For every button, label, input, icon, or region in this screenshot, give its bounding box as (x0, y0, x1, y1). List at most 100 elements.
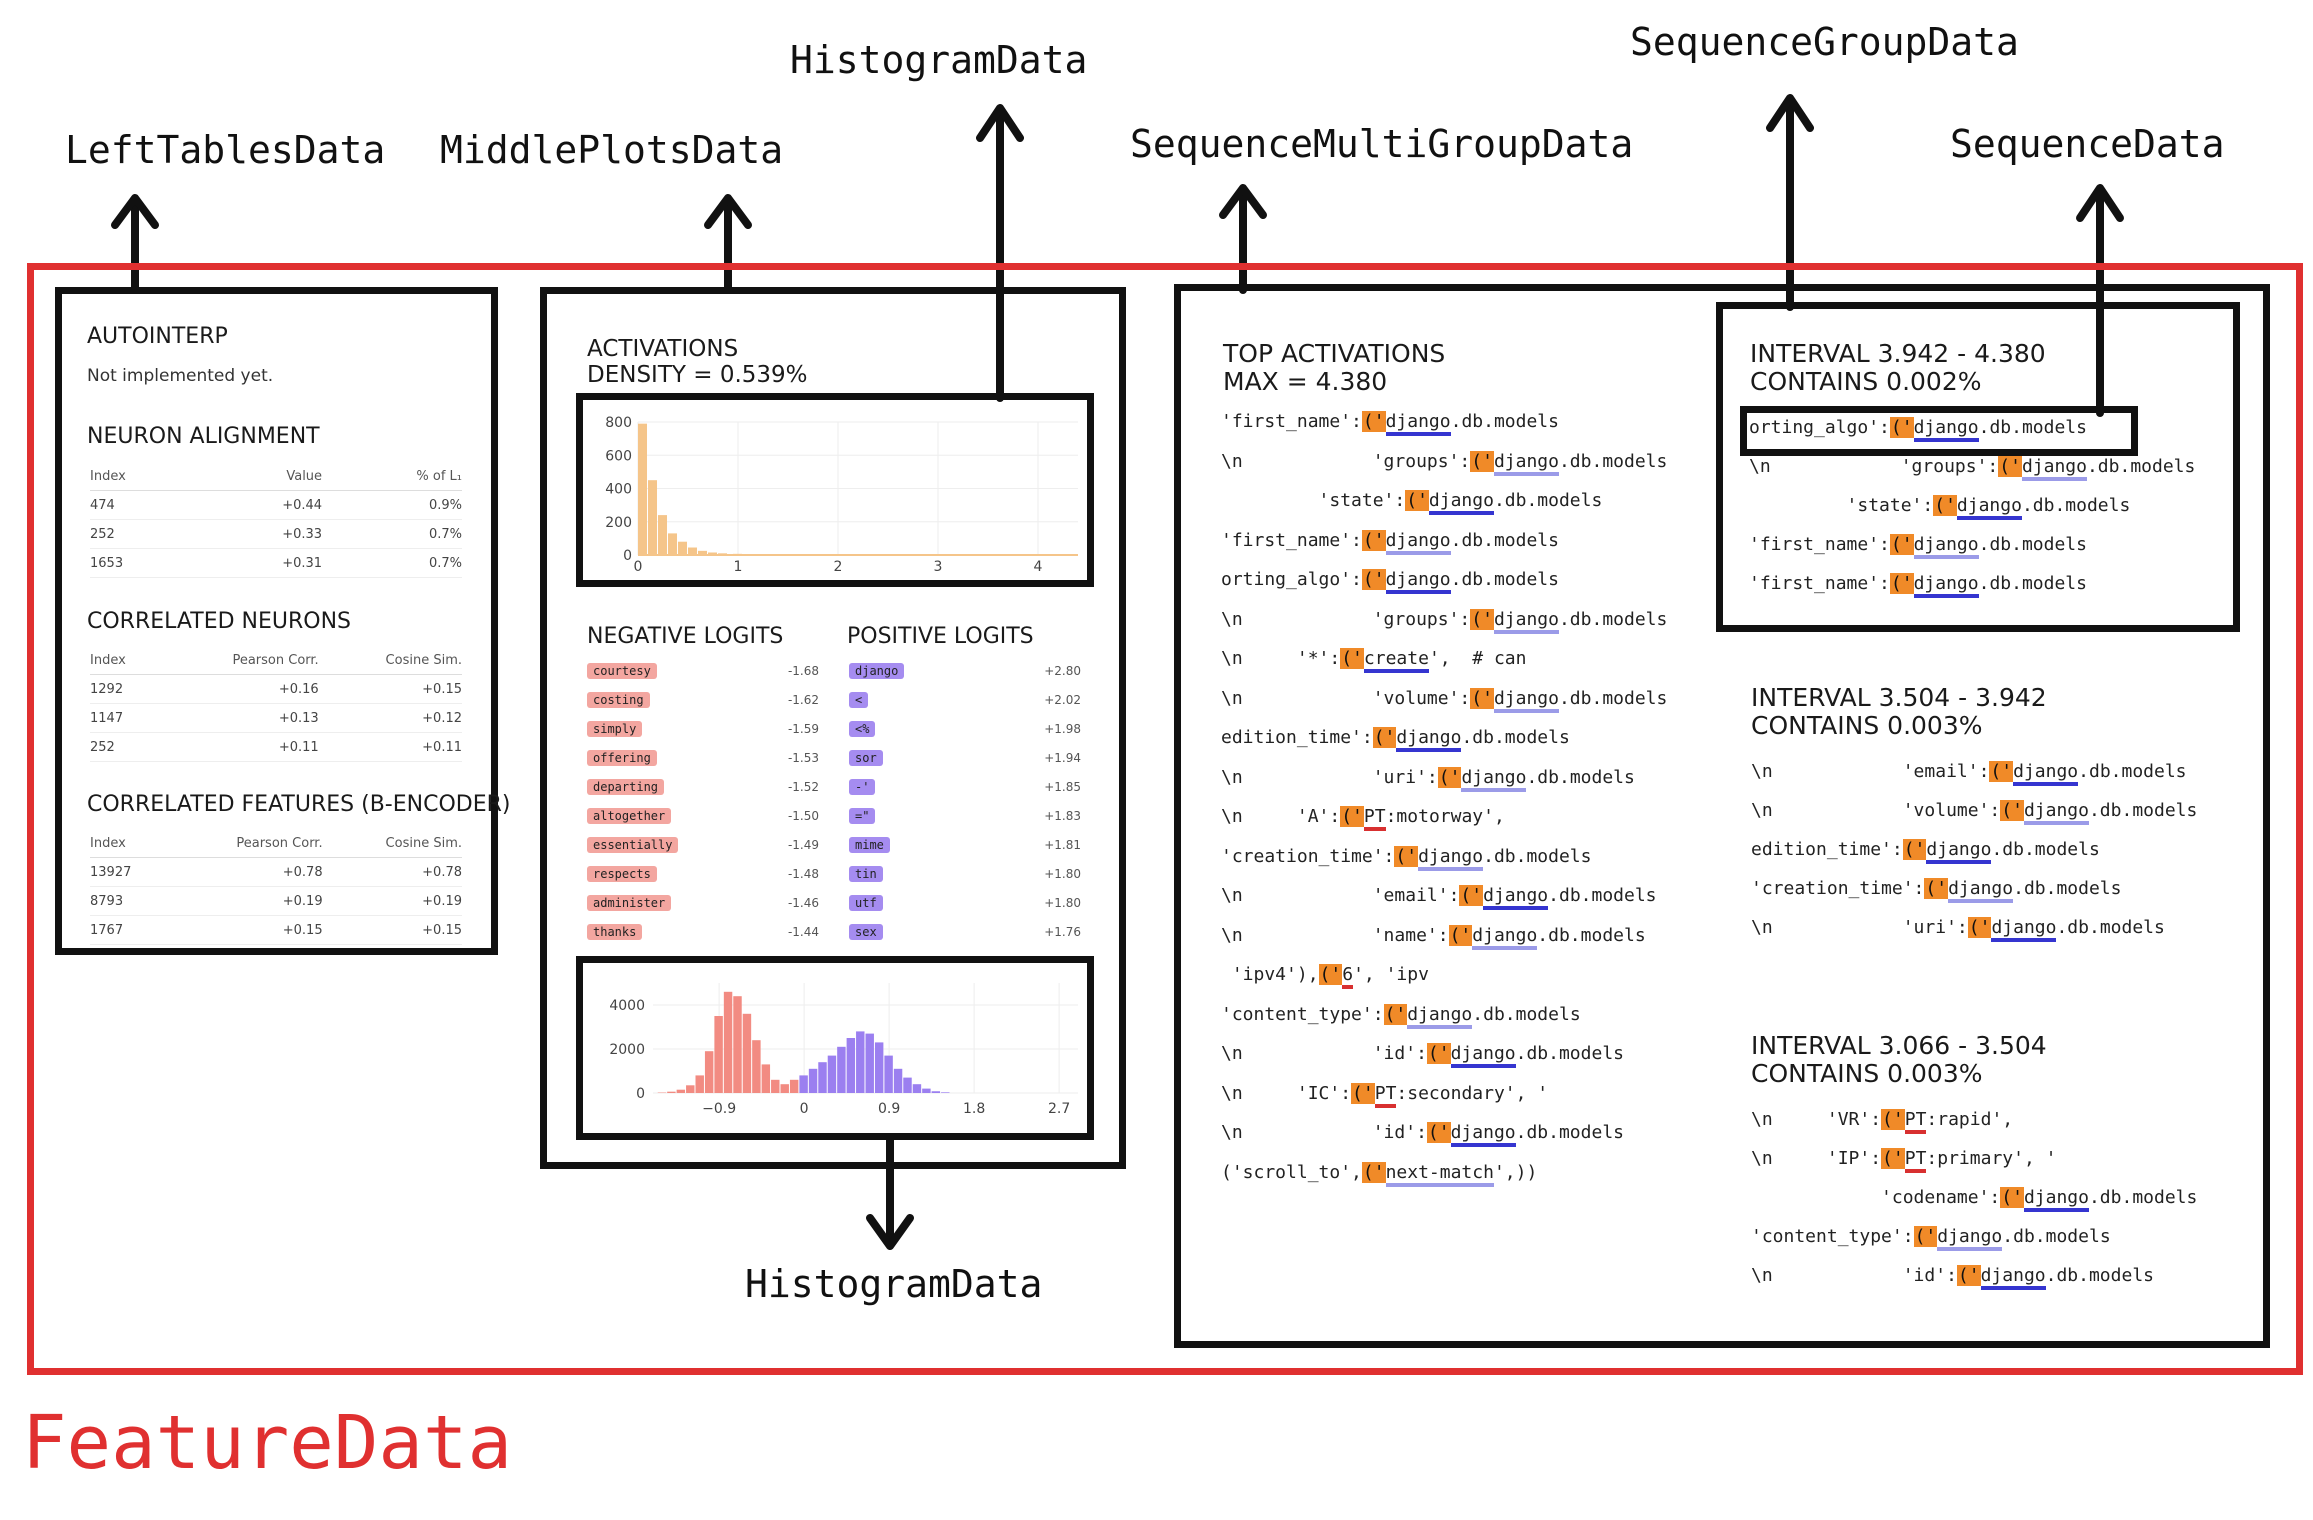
sequence-multi-group-box: TOP ACTIVATIONS MAX = 4.380 'first_name'… (1174, 284, 2270, 1348)
sequence-line: edition_time':('django.db.models (1221, 727, 1570, 752)
activation-token: (' (1470, 687, 1494, 709)
sequence-line: 'content_type':('django.db.models (1221, 1003, 1581, 1029)
sequence-suffix: :rapid', (1926, 1109, 2014, 1130)
logit-value: +1.85 (1044, 780, 1081, 794)
sequence-line: \n 'volume':('django.db.models (1221, 687, 1667, 713)
next-token: django (1483, 885, 1549, 910)
activation-token: (' (1426, 1122, 1451, 1143)
histogram-bar (704, 1051, 714, 1093)
logit-row: django +2.80 (849, 661, 1081, 683)
next-token: django (1450, 1122, 1516, 1147)
sequence-suffix: ', 'ipv (1353, 964, 1429, 985)
correlated-neurons-title: CORRELATED NEURONS (87, 609, 352, 634)
histogram-bar (874, 1042, 884, 1093)
logit-token: django (849, 663, 905, 679)
sequence-suffix: .db.models (2088, 1187, 2198, 1208)
logit-row: mime +1.81 (849, 835, 1081, 857)
histogram-bar (941, 1092, 950, 1093)
sequence-prefix: \n 'VR': (1751, 1109, 1882, 1130)
sequence-line: \n 'uri':('django.db.models (1751, 917, 2165, 942)
sequence-prefix: \n 'uri': (1221, 766, 1438, 788)
sequence-prefix: \n 'groups': (1221, 608, 1471, 630)
table-row: 1653 +0.31 0.7% (90, 548, 462, 578)
logit-token: < (849, 692, 869, 708)
sequence-prefix: 'creation_time': (1751, 878, 1925, 899)
sequence-prefix: ('scroll_to', (1221, 1161, 1362, 1183)
next-token: PT (1904, 1148, 1927, 1173)
sequence-suffix: .db.models (1515, 1122, 1624, 1143)
x-tick-label: 1.8 (963, 1101, 985, 1117)
logit-value: -1.48 (787, 867, 819, 881)
next-token: django (1948, 878, 2014, 903)
sequence-suffix: .db.models (2078, 761, 2187, 782)
middle-plots-box: ACTIVATIONS DENSITY = 0.539% NEGATIVE LO… (540, 287, 1126, 1169)
table-row: 8793 +0.19 +0.19 (90, 886, 462, 916)
sequence-prefix: \n 'groups': (1749, 456, 1999, 477)
next-token: create (1363, 648, 1429, 673)
sequence-line: 'ipv4'),('6', 'ipv (1221, 964, 1429, 989)
activation-token: (' (1361, 1161, 1386, 1183)
sequence-prefix: \n 'IP': (1751, 1148, 1882, 1169)
logit-row: respects -1.48 (587, 864, 819, 886)
next-token: PT (1363, 806, 1386, 831)
activation-token: (' (1426, 1043, 1451, 1064)
sequence-group-label: SequenceGroupData (1630, 20, 2019, 64)
sequence-suffix: .db.models (1558, 608, 1668, 630)
sequence-line: 'codename':('django.db.models (1751, 1187, 2198, 1212)
histogram-bar (818, 1062, 827, 1093)
histogram-bar (931, 1091, 941, 1093)
logit-token: administer (587, 895, 672, 911)
logit-histogram: −0.9 0 0.9 1.8 2.7 0 2000 4000 (609, 983, 1078, 1117)
histogram-bar (668, 533, 677, 555)
y-tick-label: 0 (623, 548, 632, 564)
table-row: 252 +0.11 +0.11 (90, 732, 462, 762)
table-row: 1767 +0.15 +0.15 (90, 915, 462, 945)
y-tick-label: 4000 (609, 998, 645, 1014)
histogram-bar (808, 1068, 818, 1093)
sequence-line: 'state':('django.db.models (1221, 490, 1602, 515)
logit-value: +1.94 (1044, 751, 1081, 765)
logit-row: utf +1.80 (849, 893, 1081, 915)
interval-1-title: INTERVAL 3.942 - 4.380 (1750, 339, 2046, 368)
sequence-line: \n 'groups':('django.db.models (1749, 456, 2196, 481)
sequence-prefix: \n 'groups': (1221, 450, 1471, 472)
interval-1-contains: CONTAINS 0.002% (1750, 367, 1982, 396)
activation-token: (' (1967, 917, 1992, 938)
interval-3-title: INTERVAL 3.066 - 3.504 (1751, 1031, 2047, 1060)
activation-token: (' (1913, 1226, 1938, 1247)
logit-token: courtesy (587, 663, 657, 679)
autointerp-text: Not implemented yet. (87, 366, 274, 386)
x-tick-label: 0 (800, 1101, 809, 1117)
logit-value: -1.44 (787, 925, 819, 939)
next-token: django (1913, 573, 1979, 598)
left-tables-label: LeftTablesData (65, 128, 386, 172)
feature-data-box (27, 263, 2303, 1375)
sequence-line: 'first_name':('django.db.models (1221, 529, 1559, 555)
activation-token: (' (1459, 885, 1484, 906)
histogram-bar (638, 423, 647, 555)
sequence-prefix: 'state': (1749, 495, 1934, 516)
sequence-multi-group-label: SequenceMultiGroupData (1130, 122, 1634, 166)
logit-row: essentially -1.49 (587, 835, 819, 857)
table-row: 13927 +0.78 +0.78 (90, 857, 462, 887)
x-tick-label: 4 (1034, 559, 1043, 575)
activation-token: (' (1889, 573, 1914, 594)
sequence-line: \n 'A':('PT:motorway', (1221, 806, 1505, 831)
sequence-suffix: .db.models (2086, 456, 2196, 477)
top-activations-sequences: 'first_name':('django.db.models \n 'group… (1221, 411, 1721, 1201)
next-token: django (1428, 490, 1494, 515)
table-row: 1147 +0.13 +0.12 (90, 703, 462, 733)
next-token: django (2021, 456, 2087, 481)
sequence-suffix: .db.models (2002, 1226, 2111, 1247)
next-token: django (1493, 450, 1559, 476)
neuron-alignment-table: Index Value% of L₁ 474 +0.44 0.9% 252 +0.33 0… (90, 462, 462, 578)
activation-token: (' (1881, 1148, 1905, 1169)
histogram-bar (723, 991, 733, 1093)
sequence-prefix: 'first_name': (1749, 573, 1890, 594)
logit-row: -' +1.85 (849, 777, 1081, 799)
histogram-bar (752, 1040, 761, 1093)
sequence-prefix: \n '*': (1221, 648, 1341, 669)
logit-token: respects (587, 866, 657, 882)
table-row: 1292 +0.16 +0.15 (90, 674, 462, 704)
activation-token: (' (2000, 800, 2024, 821)
